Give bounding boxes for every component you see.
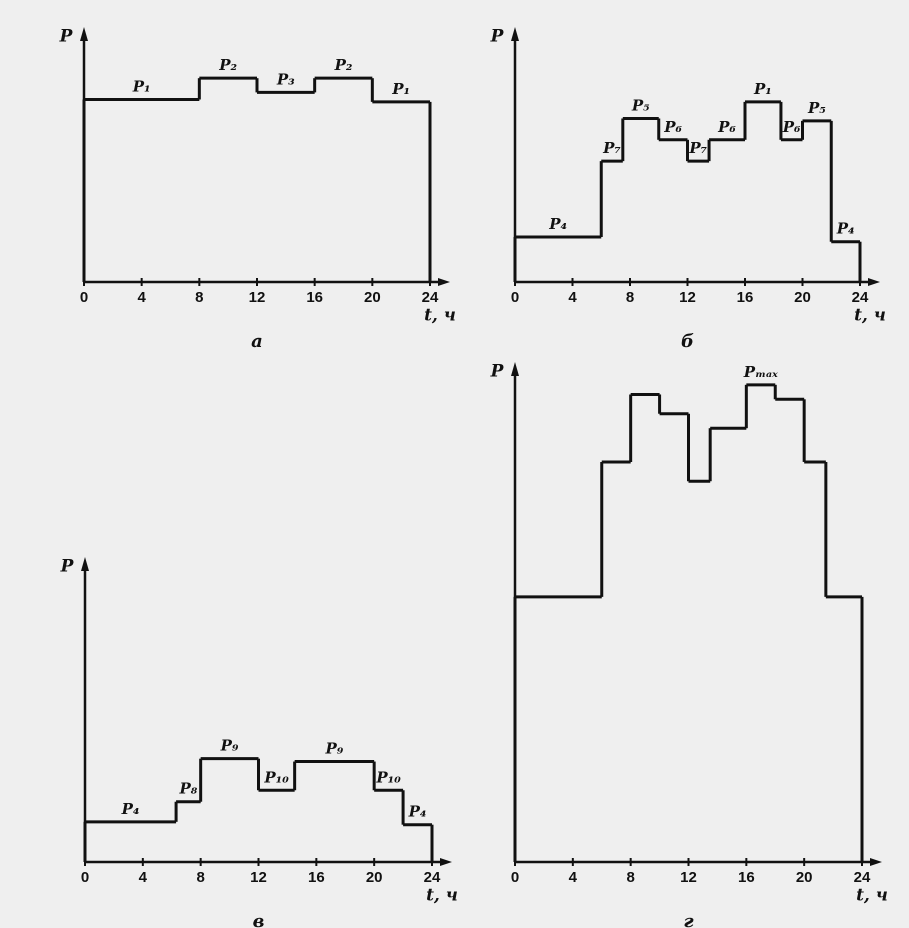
step-label: P₁₀: [375, 768, 401, 786]
x-tick-label: 16: [738, 869, 755, 886]
step-label: P₆: [663, 118, 682, 136]
step-label: P₅: [807, 99, 826, 117]
y-axis-arrow: [511, 27, 519, 41]
x-tick-label: 8: [626, 289, 634, 306]
x-tick-label: 4: [137, 289, 146, 306]
step-label: P₉: [220, 737, 239, 755]
panel-label: б: [681, 331, 694, 352]
x-axis-label: t, ч: [426, 886, 458, 906]
step-label: P₂: [334, 56, 353, 74]
step-label: P₄: [408, 803, 427, 821]
panel-label: в: [253, 911, 265, 928]
step-label: Pₘₐₓ: [743, 363, 778, 381]
x-axis-label: t, ч: [854, 306, 886, 326]
step-label: P₄: [548, 215, 567, 233]
step-label: P₆: [782, 118, 801, 136]
step-label: P₆: [717, 118, 736, 136]
x-tick-label: 20: [364, 289, 381, 306]
x-tick-label: 12: [250, 869, 267, 886]
y-axis-arrow: [81, 557, 89, 571]
x-tick-label: 24: [852, 289, 869, 306]
x-tick-label: 16: [306, 289, 323, 306]
x-axis-arrow: [440, 858, 452, 866]
x-tick-label: 16: [308, 869, 325, 886]
step-label: P₇: [688, 139, 707, 157]
x-tick-label: 0: [81, 869, 89, 886]
step-label: P₈: [178, 780, 197, 798]
x-axis-arrow: [868, 278, 880, 286]
x-axis-label: t, ч: [424, 306, 456, 326]
y-axis-label: P: [490, 27, 505, 47]
x-tick-label: 0: [511, 289, 519, 306]
x-tick-label: 8: [626, 869, 634, 886]
step-label: P₅: [631, 96, 650, 114]
x-tick-label: 8: [195, 289, 203, 306]
x-tick-label: 20: [794, 289, 811, 306]
step-label: P₁₀: [263, 768, 289, 786]
y-axis-arrow: [511, 362, 519, 376]
y-axis-label: P: [490, 362, 505, 382]
x-tick-label: 0: [511, 869, 519, 886]
step-label: P₁: [132, 78, 151, 96]
x-tick-label: 4: [139, 869, 148, 886]
y-axis-label: P: [59, 27, 74, 47]
x-tick-label: 24: [424, 869, 441, 886]
step-label: P₂: [218, 56, 237, 74]
x-axis-label: t, ч: [856, 886, 888, 906]
x-tick-label: 4: [569, 869, 578, 886]
step-label: P₁: [391, 80, 410, 98]
step-label: P₉: [324, 740, 343, 758]
x-tick-label: 20: [796, 869, 813, 886]
y-axis-arrow: [80, 27, 88, 41]
step-label: P₄: [836, 220, 855, 238]
step-label: P₇: [602, 139, 621, 157]
x-axis-arrow: [438, 278, 450, 286]
x-tick-label: 24: [854, 869, 871, 886]
step-label: P₄: [121, 800, 140, 818]
x-tick-label: 0: [80, 289, 88, 306]
step-label: P₁: [753, 80, 772, 98]
x-tick-label: 4: [568, 289, 577, 306]
x-tick-label: 8: [196, 869, 204, 886]
step-label: P₃: [276, 70, 295, 88]
x-tick-label: 24: [422, 289, 439, 306]
panel-label: г: [683, 911, 693, 928]
x-tick-label: 12: [680, 869, 697, 886]
x-tick-label: 16: [737, 289, 754, 306]
x-tick-label: 12: [679, 289, 696, 306]
x-tick-label: 20: [366, 869, 383, 886]
panel-label: а: [251, 331, 263, 352]
x-axis-arrow: [870, 858, 882, 866]
x-tick-label: 12: [249, 289, 266, 306]
y-axis-label: P: [60, 557, 75, 577]
